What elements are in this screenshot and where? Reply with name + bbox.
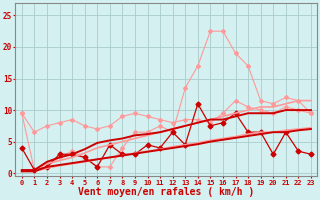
X-axis label: Vent moyen/en rafales ( km/h ): Vent moyen/en rafales ( km/h ) xyxy=(78,187,254,197)
